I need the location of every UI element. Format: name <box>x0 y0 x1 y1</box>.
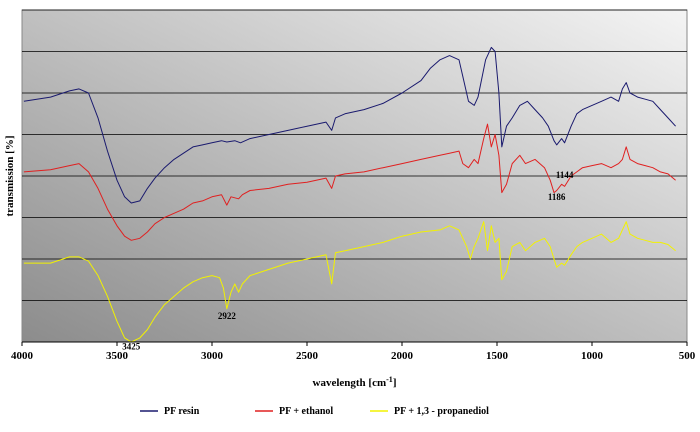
x-tick-label: 1500 <box>486 350 509 362</box>
x-tick-label: 4000 <box>11 350 34 362</box>
peak-label-2922: 2922 <box>218 311 237 321</box>
legend-label-2: PF + ethanol <box>279 406 333 417</box>
peak-label-1186: 1186 <box>548 192 566 202</box>
annotations: 3425 2922 1186 1144 <box>122 170 574 351</box>
x-tick-label: 500 <box>679 350 696 362</box>
x-axis-ticks: 4000 3500 3000 2500 2000 1500 1000 500 <box>11 341 696 362</box>
legend-label-1: PF resin <box>164 406 200 417</box>
series-line-1 <box>23 46 676 204</box>
legend-label-3: PF + 1,3 - propanediol <box>394 406 489 417</box>
x-tick-label: 3000 <box>201 350 224 362</box>
series-line-2 <box>23 123 676 241</box>
legend: PF resin PF + ethanol PF + 1,3 - propanedi… <box>140 406 489 417</box>
series-line-3 <box>23 221 676 343</box>
x-tick-label: 2000 <box>391 350 414 362</box>
x-tick-label: 2500 <box>296 350 319 362</box>
y-axis-title: transmission [%] <box>4 136 16 217</box>
x-tick-label: 1000 <box>581 350 604 362</box>
gridlines <box>22 9 687 301</box>
peak-label-3425: 3425 <box>122 341 141 351</box>
x-axis-title: wavelength [cm-1] <box>313 375 397 389</box>
series-group <box>23 46 676 343</box>
x-tick-label: 3500 <box>106 350 129 362</box>
peak-label-1144: 1144 <box>556 170 574 180</box>
